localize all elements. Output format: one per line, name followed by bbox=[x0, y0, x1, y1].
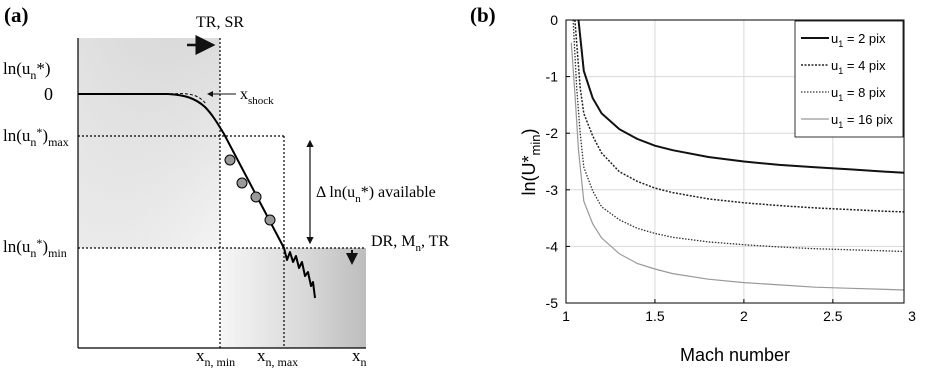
annot-shock: xshock bbox=[240, 86, 274, 107]
y-tick-label: -5 bbox=[546, 295, 559, 311]
panel-b-label: (b) bbox=[470, 3, 496, 27]
y-tick-label: -4 bbox=[546, 238, 559, 254]
panel-a-label: (a) bbox=[4, 3, 29, 27]
x-tick-label: 2 bbox=[740, 308, 748, 324]
data-points-a bbox=[224, 154, 276, 226]
series-b bbox=[570, 19, 905, 291]
x-tick-label: 1.5 bbox=[645, 308, 665, 324]
legend-label: u1 = 2 pix bbox=[831, 31, 886, 49]
y-tick-label: -2 bbox=[546, 125, 559, 141]
x-tick-max-a: xn, max bbox=[257, 346, 298, 368]
data-point bbox=[264, 214, 276, 226]
y-axis-label-b: ln(U*min) bbox=[519, 129, 543, 196]
x-axis-label-b: Mach number bbox=[680, 345, 790, 365]
shade-bottom-region bbox=[220, 248, 366, 348]
y-axis-label-a: ln(un*) bbox=[3, 59, 51, 82]
series-line-2 bbox=[574, 19, 905, 213]
x-tick-label: 1 bbox=[562, 308, 570, 324]
legend: u1 = 2 pix u1 = 4 pix u1 = 8 pix u1 = 16 pi… bbox=[794, 20, 904, 138]
x-tick-label: 2.5 bbox=[823, 308, 843, 324]
dotted-guides bbox=[78, 38, 366, 348]
shock-dash bbox=[169, 93, 207, 105]
plot-frame-b bbox=[565, 19, 905, 304]
annot-delta: Δ ln(un*) available bbox=[316, 184, 436, 205]
annot-tr-sr: TR, SR bbox=[196, 14, 244, 31]
tick-zero-a: 0 bbox=[44, 84, 53, 104]
main-curve bbox=[78, 93, 316, 299]
x-axis-label-a: xn bbox=[352, 346, 367, 368]
legend-label: u1 = 8 pix bbox=[831, 85, 886, 103]
legend-label: u1 = 16 pix bbox=[831, 112, 893, 130]
series-line-4 bbox=[570, 42, 905, 291]
x-tick-label: 3 bbox=[908, 308, 916, 324]
series-line-1 bbox=[577, 19, 905, 174]
panel-b: (b) 1 1.5 2 2.5 3 0 -1 -2 -3 -4 -5 ln(U*min) Mach … bbox=[470, 3, 916, 365]
data-point bbox=[236, 177, 248, 189]
tick-min-a: ln(un*)min bbox=[3, 236, 67, 260]
panel-a: (a) ln(un*) 0 ln(un*)max ln(un*)min TR, … bbox=[3, 3, 449, 368]
annot-dr: DR, Mn, TR bbox=[371, 233, 449, 254]
data-point bbox=[250, 191, 262, 203]
ticks-b: 1 1.5 2 2.5 3 0 -1 -2 -3 -4 -5 bbox=[546, 12, 917, 324]
y-tick-label: -1 bbox=[546, 69, 559, 85]
shade-top-fade bbox=[78, 38, 220, 248]
x-tick-min-a: xn, min bbox=[196, 346, 235, 368]
data-point bbox=[224, 154, 236, 166]
series-line-3 bbox=[572, 19, 905, 253]
y-tick-label: -3 bbox=[546, 182, 559, 198]
y-tick-label: 0 bbox=[550, 12, 558, 28]
legend-label: u1 = 4 pix bbox=[831, 58, 886, 76]
legend-box bbox=[794, 20, 904, 138]
tick-max-a: ln(un*)max bbox=[3, 125, 69, 149]
